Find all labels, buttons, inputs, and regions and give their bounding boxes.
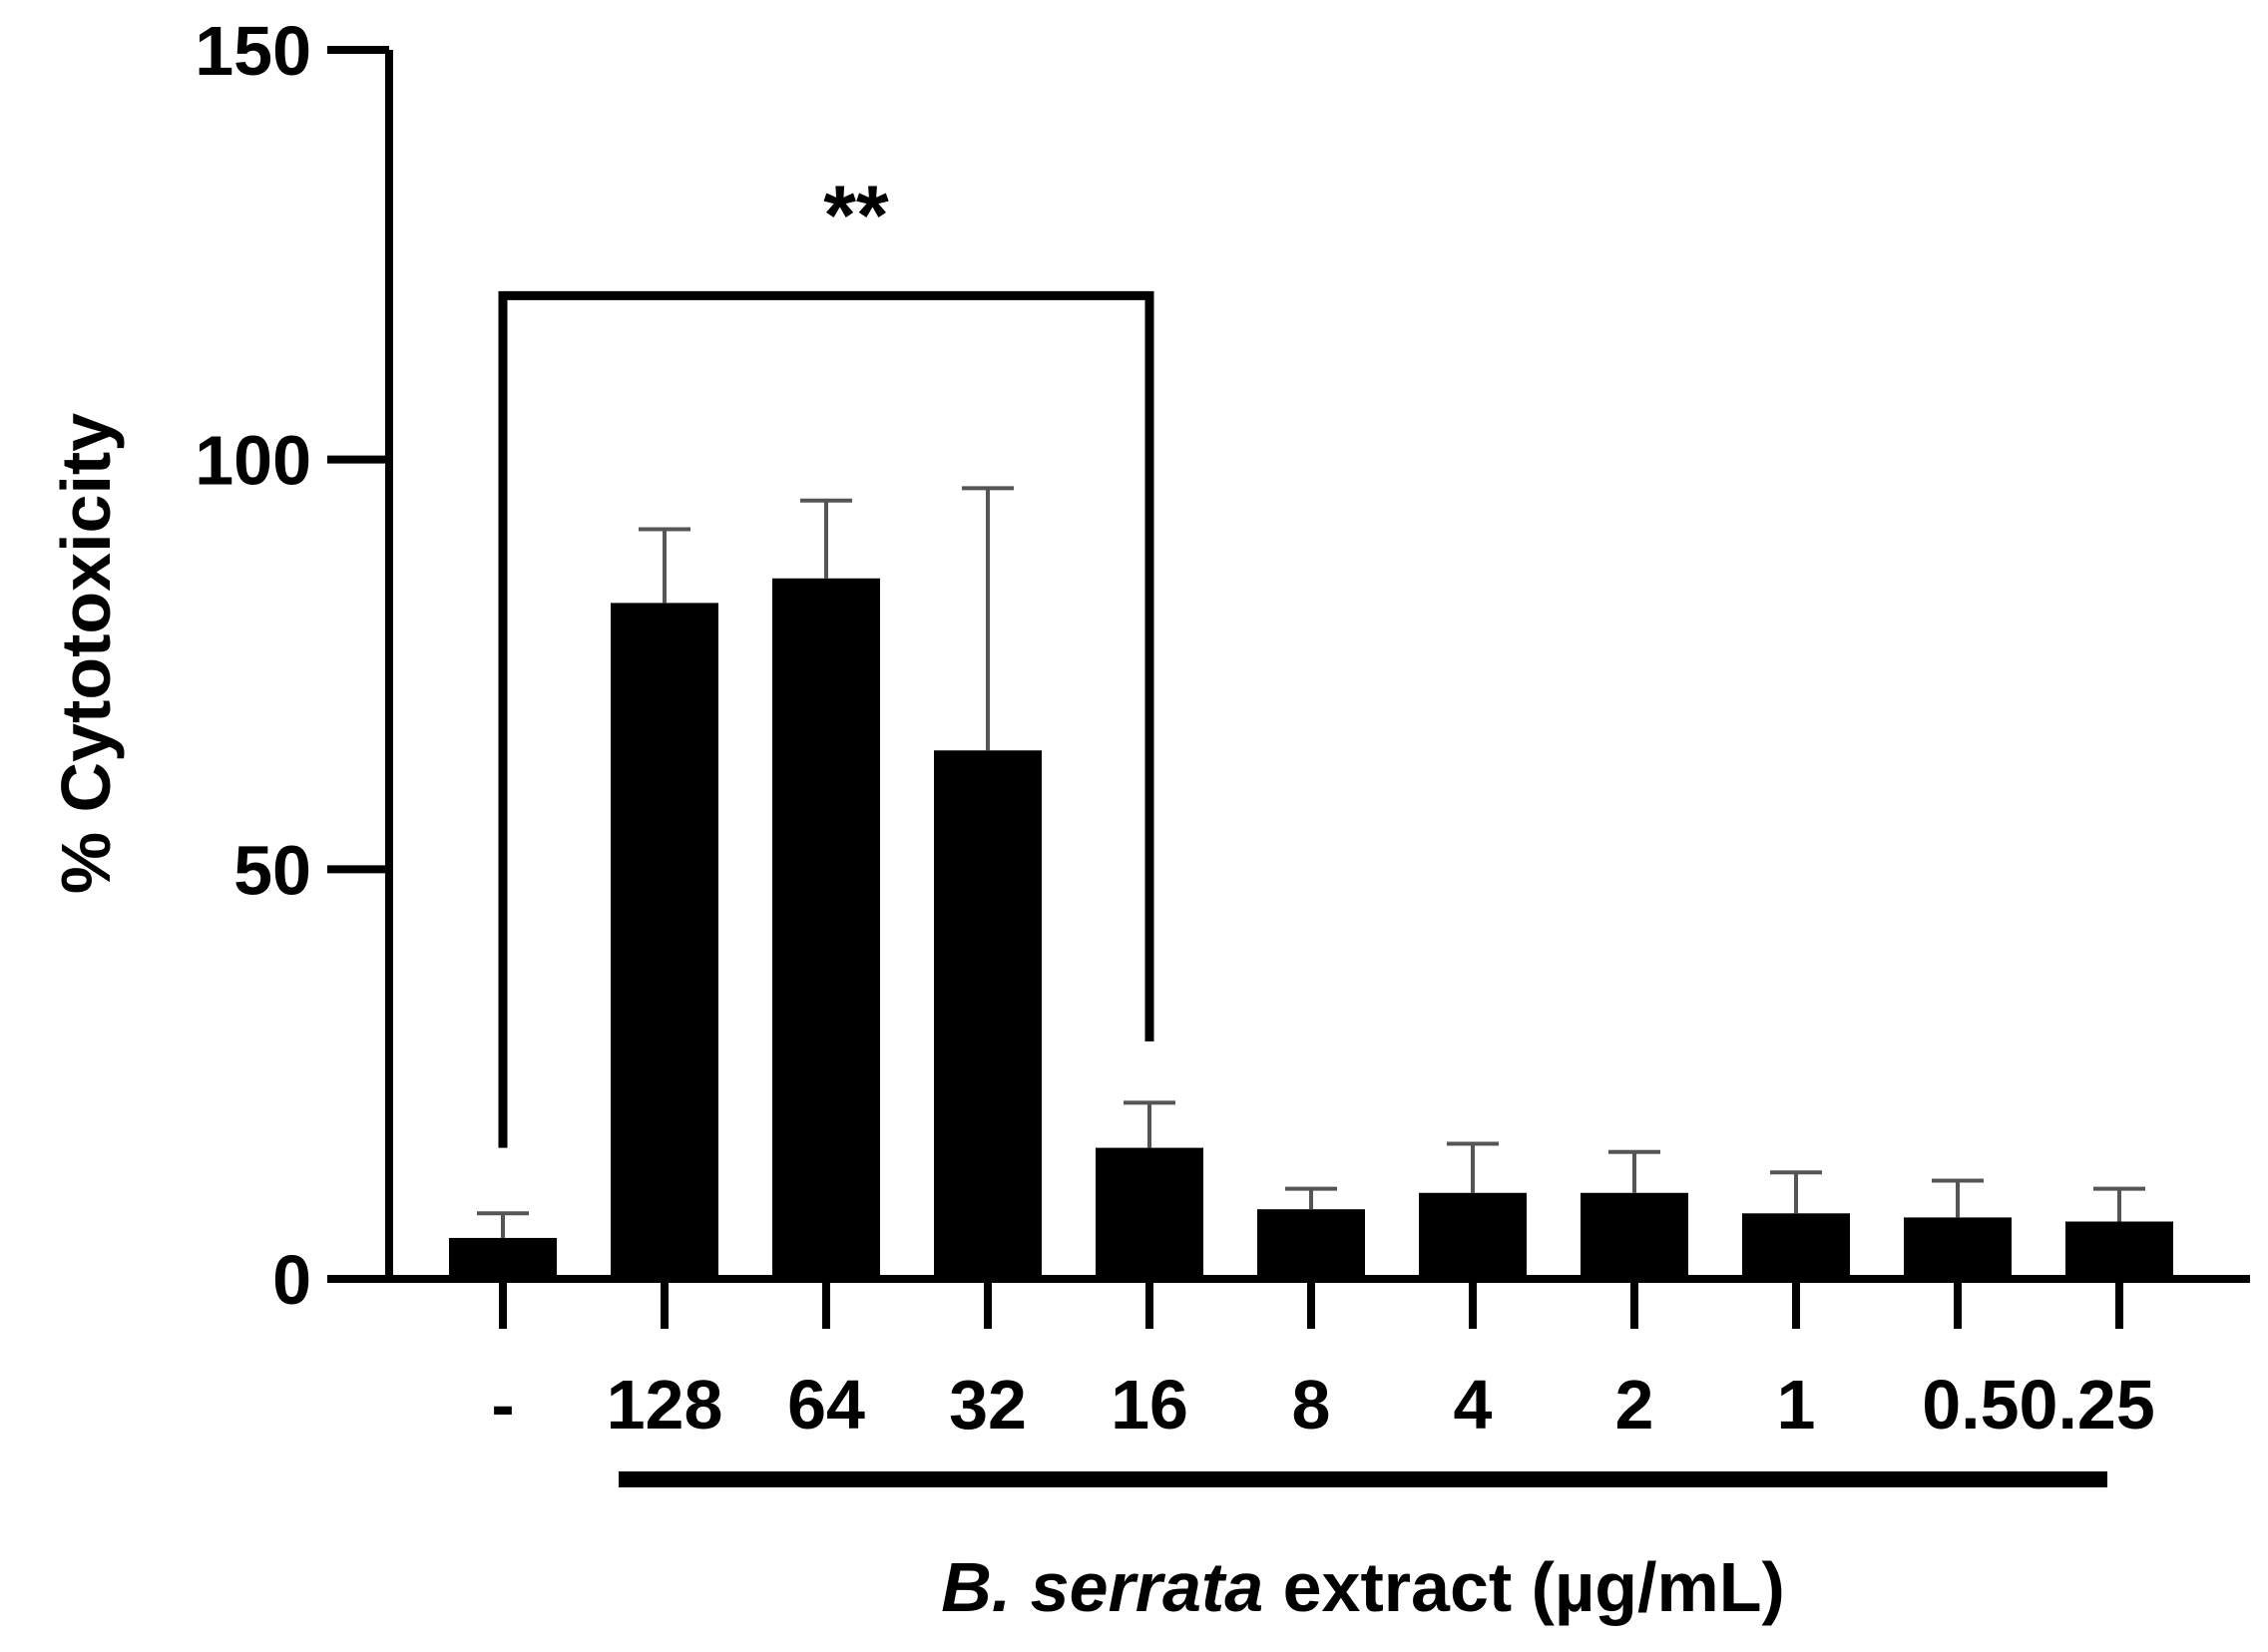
- x-tick-label-2: 64: [787, 1366, 865, 1444]
- error-bars-layer: [477, 486, 2145, 1238]
- bar-8: [1742, 1213, 1850, 1279]
- x-axis-title-rest: extract (µg/mL): [1263, 1548, 1785, 1626]
- y-tick-label-0: 0: [272, 1241, 311, 1319]
- x-tick-label-5: 8: [1292, 1366, 1331, 1444]
- x-tick-label-6: 4: [1454, 1366, 1493, 1444]
- x-tick-label-3: 32: [949, 1366, 1027, 1444]
- x-tick-label-0: -: [491, 1366, 514, 1444]
- bar-0: [449, 1237, 557, 1279]
- bar-9: [1904, 1217, 2012, 1279]
- x-ticks-layer: - 128 64 32 16 8 4 2 1 0.50.25: [491, 1279, 2155, 1444]
- x-tick-label-9: 0.50.25: [1922, 1366, 2155, 1444]
- significance-label: **: [823, 168, 889, 261]
- x-tick-label-8: 1: [1777, 1366, 1816, 1444]
- bar-5: [1257, 1209, 1365, 1279]
- y-tick-label-2: 100: [195, 422, 311, 500]
- y-tick-label-3: 150: [195, 12, 311, 90]
- y-tick-label-1: 50: [233, 831, 311, 909]
- bars-layer: [449, 578, 2173, 1279]
- x-tick-label-4: 16: [1111, 1366, 1188, 1444]
- bar-2: [772, 578, 880, 1279]
- significance-bracket-line: [498, 290, 1154, 1148]
- y-axis-title: % Cytotoxicity: [47, 413, 125, 894]
- bar-1: [611, 603, 718, 1279]
- x-tick-label-7: 2: [1615, 1366, 1654, 1444]
- bar-3: [934, 750, 1042, 1279]
- x-axis-title: B. serrata extract (µg/mL): [941, 1548, 1785, 1626]
- x-tick-label-1: 128: [607, 1366, 723, 1444]
- y-ticks-layer: 0 50 100 150: [195, 12, 389, 1319]
- significance-bracket: **: [498, 168, 1154, 1148]
- bar-7: [1581, 1192, 1688, 1279]
- x-axis-title-italic: B. serrata: [941, 1548, 1263, 1626]
- bar-6: [1419, 1192, 1527, 1279]
- bar-10: [2065, 1221, 2173, 1279]
- bar-4: [1096, 1147, 1203, 1279]
